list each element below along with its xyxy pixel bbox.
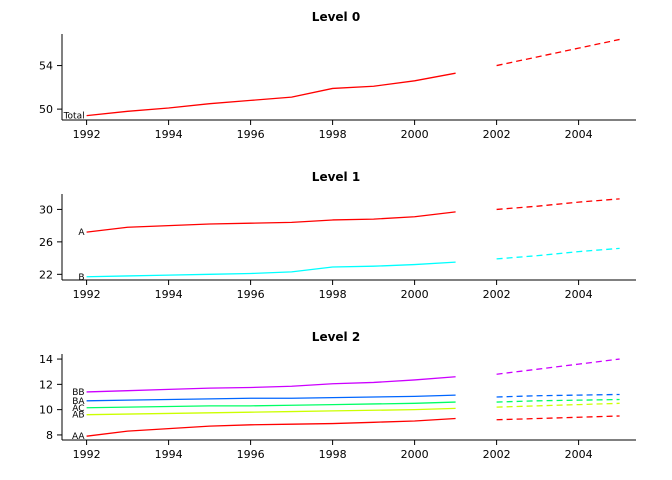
y-tick-label: 54 — [39, 60, 53, 73]
series-A-label: A — [78, 228, 85, 238]
x-tick-label: 2004 — [565, 448, 593, 461]
series-BB-label: BB — [72, 388, 84, 398]
x-tick-label: 2000 — [401, 288, 429, 301]
series-Total-history-line — [86, 72, 456, 117]
x-tick-label: 1996 — [237, 448, 265, 461]
x-tick-label: 1996 — [237, 288, 265, 301]
chart-svg-level-1: 1992 1994 1996 1998 2000 2002 2004 22 26 30 A B — [39, 194, 636, 301]
series-Total-forecast-line — [496, 38, 620, 67]
series-AB-history-line — [86, 407, 456, 416]
x-tick-label: 1992 — [73, 448, 101, 461]
chart-panel-level-1: Level 1 1992 1994 1996 1998 2000 2002 2004 22 26… — [0, 160, 672, 320]
x-tick-label: 2004 — [565, 288, 593, 301]
series-AA-history-line — [86, 417, 456, 437]
series-A-forecast-line — [496, 198, 620, 211]
y-tick-label: 30 — [39, 203, 53, 216]
series-BA-label: BA — [72, 397, 85, 407]
series-AB-forecast-line — [496, 402, 620, 408]
series-AC-history-line — [86, 401, 456, 409]
series-AC-label: AC — [72, 404, 84, 414]
y-tick-label: 14 — [39, 353, 53, 366]
x-tick-label: 1998 — [319, 128, 347, 141]
series-A-history-line — [86, 211, 456, 233]
x-tick-label: 1996 — [237, 128, 265, 141]
x-tick-label: 2000 — [401, 448, 429, 461]
x-tick-label: 1998 — [319, 288, 347, 301]
series-BB-forecast-line — [496, 358, 620, 375]
x-tick-label: 2002 — [483, 448, 511, 461]
chart-svg-level-2: 1992 1994 1996 1998 2000 2002 2004 8 10 12 14 AA ABA… — [39, 353, 636, 461]
x-tick-label: 2004 — [565, 128, 593, 141]
chart-panel-level-2: Level 2 1992 1994 1996 1998 2000 2002 2004 8 10 1… — [0, 320, 672, 480]
x-tick-label: 1994 — [155, 128, 183, 141]
chart-title: Level 0 — [311, 10, 361, 24]
y-tick-label: 12 — [39, 378, 53, 391]
x-tick-label: 2002 — [483, 128, 511, 141]
y-tick-label: 22 — [39, 268, 53, 281]
x-tick-label: 2002 — [483, 288, 511, 301]
x-tick-label: 2000 — [401, 128, 429, 141]
y-tick-label: 8 — [46, 429, 53, 442]
chart-svg-level-0: 1992 1994 1996 1998 2000 2002 2004 50 54 Total — [39, 34, 636, 141]
x-tick-label: 1992 — [73, 128, 101, 141]
x-tick-label: 1994 — [155, 448, 183, 461]
y-tick-label: 10 — [39, 404, 53, 417]
x-tick-label: 1998 — [319, 448, 347, 461]
chart-title: Level 2 — [311, 330, 361, 344]
series-B-forecast-line — [496, 247, 620, 260]
series-B-label: B — [78, 273, 84, 283]
series-AA-forecast-line — [496, 415, 620, 421]
chart-title: Level 1 — [311, 170, 361, 184]
series-AC-forecast-line — [496, 398, 620, 403]
series-Total-label: Total — [63, 112, 85, 122]
y-tick-label: 50 — [39, 103, 53, 116]
x-tick-label: 1994 — [155, 288, 183, 301]
series-BA-forecast-line — [496, 393, 620, 398]
series-BA-history-line — [86, 394, 456, 402]
series-AA-label: AA — [72, 432, 85, 442]
x-tick-label: 1992 — [73, 288, 101, 301]
series-BB-history-line — [86, 376, 456, 393]
chart-panel-level-0: Level 0 1992 1994 1996 1998 2000 2002 2004 50 54… — [0, 0, 672, 160]
series-B-history-line — [86, 261, 456, 278]
series-AB-label: AB — [72, 411, 84, 421]
y-tick-label: 26 — [39, 236, 53, 249]
